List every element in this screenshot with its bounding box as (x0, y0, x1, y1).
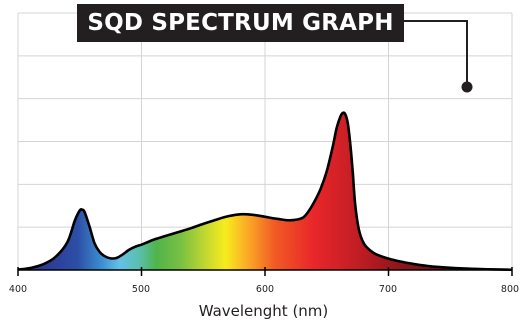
x-tick-label: 400 (8, 284, 28, 295)
spectrum-outline (17, 111, 513, 272)
x-tick-label: 800 (500, 284, 520, 295)
x-axis-ticks (17, 267, 513, 276)
x-tick-label: 600 (255, 284, 275, 295)
x-axis-label: Wavelenght (nm) (198, 302, 329, 320)
spectrum-area (18, 112, 512, 270)
x-tick-label: 700 (378, 284, 398, 295)
x-tick-label: 500 (131, 284, 151, 295)
chart-title: SQD SPECTRUM GRAPH (77, 4, 404, 42)
title-leader-line (404, 20, 468, 86)
title-leader-dot (461, 81, 473, 93)
